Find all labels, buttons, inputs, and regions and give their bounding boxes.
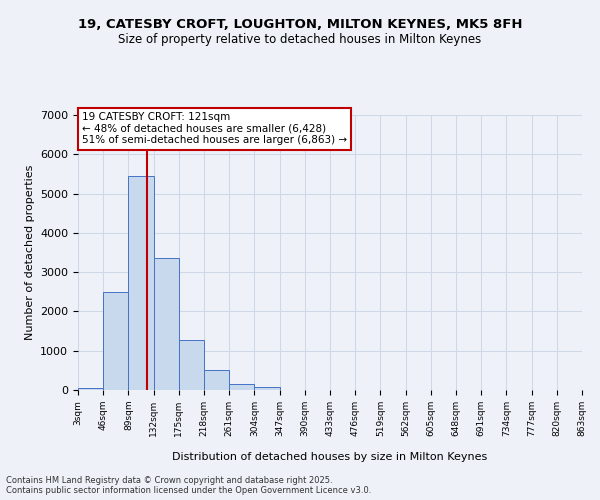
Bar	[229, 384, 254, 390]
Text: Contains HM Land Registry data © Crown copyright and database right 2025.
Contai: Contains HM Land Registry data © Crown c…	[6, 476, 371, 495]
Bar	[179, 340, 204, 390]
Bar	[254, 388, 280, 390]
Bar	[154, 258, 179, 390]
Text: Distribution of detached houses by size in Milton Keynes: Distribution of detached houses by size …	[172, 452, 488, 462]
Bar	[78, 388, 103, 390]
Text: 19 CATESBY CROFT: 121sqm
← 48% of detached houses are smaller (6,428)
51% of sem: 19 CATESBY CROFT: 121sqm ← 48% of detach…	[82, 112, 347, 146]
Text: Size of property relative to detached houses in Milton Keynes: Size of property relative to detached ho…	[118, 32, 482, 46]
Bar	[204, 370, 229, 390]
Text: 19, CATESBY CROFT, LOUGHTON, MILTON KEYNES, MK5 8FH: 19, CATESBY CROFT, LOUGHTON, MILTON KEYN…	[78, 18, 522, 30]
Y-axis label: Number of detached properties: Number of detached properties	[25, 165, 35, 340]
Bar	[103, 292, 128, 390]
Bar	[128, 176, 154, 390]
